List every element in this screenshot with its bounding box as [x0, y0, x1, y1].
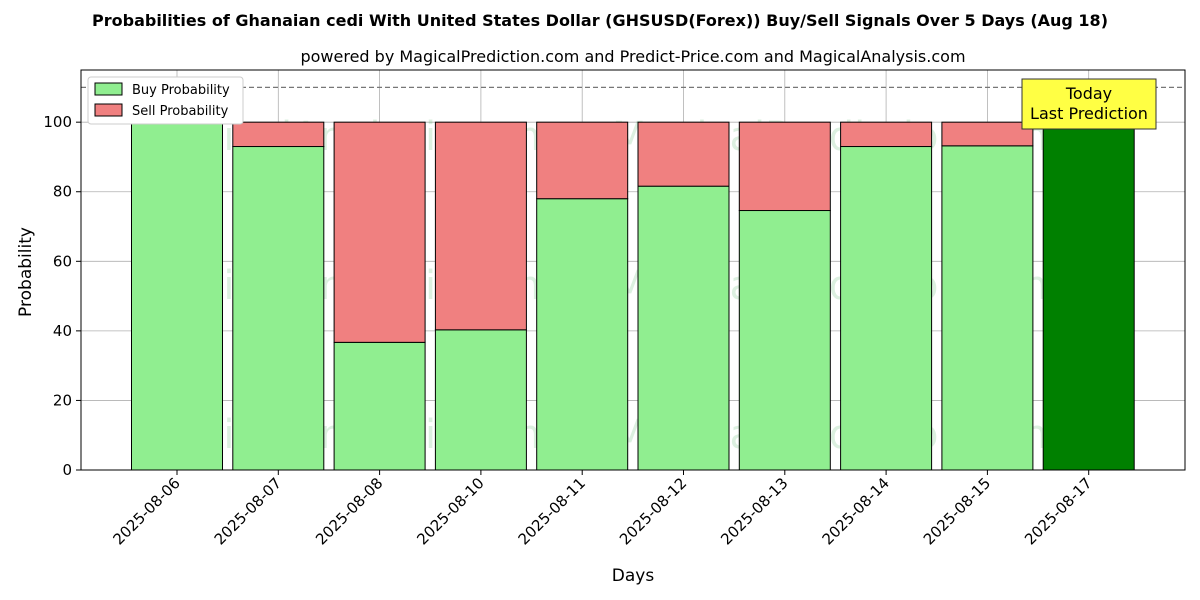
chart-subtitle: powered by MagicalPrediction.com and Pre…	[300, 47, 965, 66]
annotation-box	[1021, 78, 1157, 130]
x-tick-label: 2025-08-10	[413, 474, 487, 548]
x-tick-label: 2025-08-08	[312, 474, 386, 548]
bar-buy	[1042, 121, 1135, 471]
x-axis-label: Days	[612, 566, 655, 586]
bar-sell	[738, 121, 831, 212]
bar-buy	[637, 185, 730, 471]
x-tick-label: 2025-08-17	[1021, 474, 1095, 548]
plot-area: MagicalAnalysis.comMagicalPrediction.com…	[43, 69, 1186, 548]
annotation-text: Today	[1065, 84, 1112, 103]
y-tick-label: 20	[53, 391, 72, 409]
bar-sell	[434, 121, 527, 331]
bar-buy	[738, 210, 831, 471]
x-tick-label: 2025-08-12	[616, 474, 690, 548]
legend-swatch	[94, 103, 123, 117]
legend-label: Sell Probability	[132, 104, 229, 119]
bar-buy	[434, 329, 527, 471]
legend-box	[87, 76, 244, 125]
y-tick-label: 100	[43, 113, 72, 131]
chart-title: Probabilities of Ghanaian cedi With Unit…	[92, 11, 1108, 30]
axes-frame	[80, 69, 1186, 471]
x-tick-label: 2025-08-06	[109, 474, 183, 548]
annotation-text: Last Prediction	[1030, 104, 1148, 123]
x-tick-label: 2025-08-13	[717, 474, 791, 548]
bar-sell	[536, 121, 629, 200]
bar-buy	[941, 145, 1034, 471]
bar-sell	[232, 121, 325, 148]
bar-buy	[232, 146, 325, 471]
y-axis-label: Probability	[16, 227, 36, 317]
y-tick-label: 40	[53, 322, 72, 340]
bar-sell	[840, 121, 933, 148]
legend-label: Buy Probability	[132, 83, 230, 98]
bar-sell	[333, 121, 426, 343]
bar-sell	[941, 121, 1034, 147]
x-tick-label: 2025-08-07	[211, 474, 285, 548]
bar-sell	[637, 121, 730, 187]
legend: Buy Probability Sell Probability	[87, 76, 244, 125]
bar-buy	[333, 341, 426, 471]
x-tick-label: 2025-08-14	[819, 474, 893, 548]
x-tick-label: 2025-08-11	[515, 474, 589, 548]
x-tick-label: 2025-08-15	[920, 474, 994, 548]
legend-swatch	[94, 82, 123, 96]
bar-buy	[536, 198, 629, 471]
bar-buy	[131, 121, 223, 471]
y-tick-label: 80	[53, 183, 72, 201]
y-tick-label: 60	[53, 252, 72, 270]
y-tick-label: 0	[62, 461, 72, 479]
bar-buy	[840, 146, 933, 471]
